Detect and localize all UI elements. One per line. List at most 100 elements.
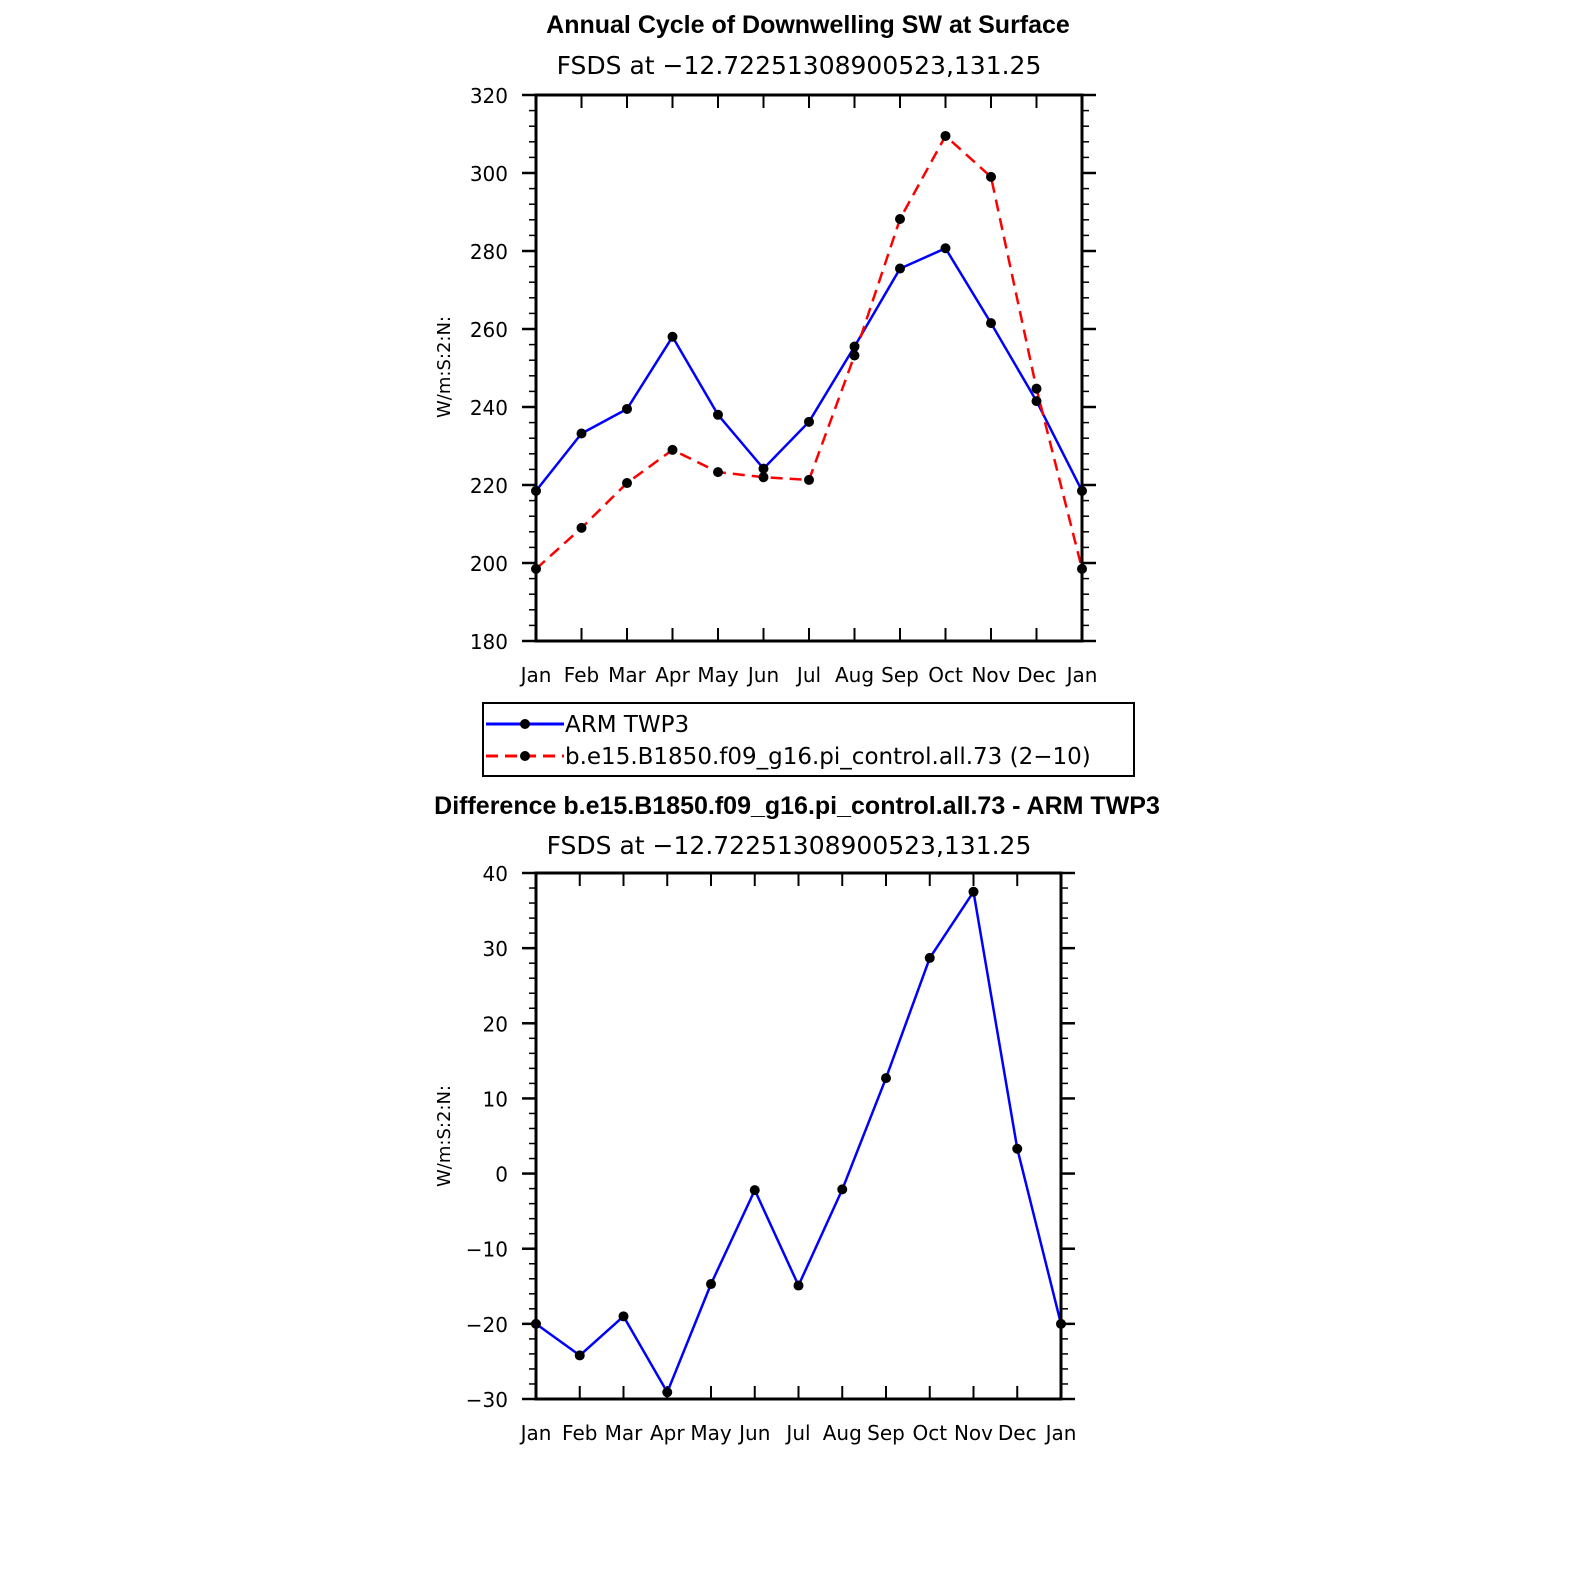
data-point xyxy=(940,243,951,254)
top-y-axis-label: W/m:S:2:N: xyxy=(434,316,455,418)
data-point xyxy=(713,467,723,478)
x-tick-label: Jun xyxy=(737,1421,770,1445)
y-tick-label: 30 xyxy=(483,937,508,961)
x-tick-label: Jan xyxy=(519,663,552,687)
legend-label-arm-twp3: ARM TWP3 xyxy=(565,712,689,738)
top-plot-frame xyxy=(534,93,1084,643)
x-tick-label: Jul xyxy=(795,663,821,687)
data-point xyxy=(837,1184,848,1195)
bottom-axis-ticks xyxy=(522,871,1075,1401)
x-tick-label: Dec xyxy=(998,1421,1037,1445)
series-line xyxy=(535,247,1084,492)
x-tick-label: Feb xyxy=(562,1421,597,1445)
data-point xyxy=(758,472,769,483)
top-axis-ticks xyxy=(522,93,1096,643)
data-point xyxy=(940,130,951,141)
data-point xyxy=(968,886,979,897)
x-tick-label: Nov xyxy=(954,1421,993,1445)
data-point xyxy=(881,1073,891,1084)
y-tick-label: 20 xyxy=(483,1012,508,1036)
top-chart-title: Annual Cycle of Downwelling SW at Surfac… xyxy=(546,11,1070,39)
y-tick-label: −20 xyxy=(466,1313,508,1337)
data-point xyxy=(749,1185,760,1196)
x-tick-label: Dec xyxy=(1017,663,1056,687)
data-point xyxy=(793,1280,804,1291)
data-point xyxy=(662,1387,673,1398)
x-tick-label: Sep xyxy=(867,1421,905,1445)
series-line xyxy=(535,134,1084,570)
bottom-plot-frame xyxy=(534,871,1063,1401)
y-tick-label: 240 xyxy=(470,396,508,420)
series-line xyxy=(535,890,1063,1394)
data-point xyxy=(849,341,860,352)
y-tick-label: 200 xyxy=(470,552,508,576)
x-tick-label: Sep xyxy=(881,663,919,687)
data-point xyxy=(895,263,905,274)
y-tick-label: 320 xyxy=(470,84,508,108)
data-point xyxy=(1031,383,1042,394)
bottom-series-layer xyxy=(531,886,1066,1398)
legend-entry-arm-twp3: ARM TWP3 xyxy=(486,712,689,738)
top-y-tick-labels: 180 200 220 240 260 280 300 320 xyxy=(470,84,508,654)
data-point xyxy=(758,463,769,474)
data-point xyxy=(804,474,814,485)
top-series-layer xyxy=(531,130,1087,574)
x-tick-label: Mar xyxy=(605,1421,644,1445)
x-tick-label: Aug xyxy=(835,663,874,687)
data-point xyxy=(576,428,587,439)
data-point xyxy=(667,444,678,455)
x-tick-label: Jul xyxy=(784,1421,810,1445)
x-tick-label: Apr xyxy=(655,663,690,687)
x-tick-label: Oct xyxy=(912,1421,947,1445)
legend-marker-model xyxy=(520,751,530,761)
x-tick-label: Jan xyxy=(519,1421,552,1445)
data-point xyxy=(1012,1143,1023,1154)
data-point xyxy=(622,478,632,489)
y-tick-label: 280 xyxy=(470,240,508,264)
bottom-y-axis-label: W/m:S:2:N: xyxy=(434,1085,455,1187)
bottom-chart-title: Difference b.e15.B1850.f09_g16.pi_contro… xyxy=(434,792,1160,820)
y-tick-label: 300 xyxy=(470,162,508,186)
data-point xyxy=(849,350,860,361)
bottom-chart-subtitle: FSDS at −12.72251308900523,131.25 xyxy=(547,831,1032,860)
data-point xyxy=(1031,396,1042,407)
data-point xyxy=(895,214,905,225)
bottom-y-tick-labels: −30 −20 −10 0 10 20 30 40 xyxy=(466,862,508,1412)
x-tick-label: May xyxy=(690,1421,732,1445)
x-tick-label: May xyxy=(697,663,739,687)
y-tick-label: 260 xyxy=(470,318,508,342)
legend-marker-arm-twp3 xyxy=(520,719,530,729)
data-point xyxy=(618,1311,629,1322)
x-tick-label: Jan xyxy=(1065,663,1098,687)
legend-box xyxy=(482,702,1135,777)
data-point xyxy=(713,409,723,420)
y-tick-label: 0 xyxy=(495,1163,508,1187)
y-tick-label: −30 xyxy=(466,1388,508,1412)
y-tick-label: 40 xyxy=(483,862,508,886)
data-point xyxy=(622,403,632,414)
data-point xyxy=(574,1350,585,1361)
data-point xyxy=(804,416,814,427)
x-tick-label: Oct xyxy=(928,663,963,687)
data-point xyxy=(986,171,996,182)
x-tick-label: Apr xyxy=(650,1421,685,1445)
top-chart-subtitle: FSDS at −12.72251308900523,131.25 xyxy=(557,51,1042,80)
x-tick-label: Mar xyxy=(608,663,647,687)
x-tick-label: Nov xyxy=(971,663,1010,687)
annual-cycle-chart: Annual Cycle of Downwelling SW at Surfac… xyxy=(434,11,1097,687)
difference-chart: Difference b.e15.B1850.f09_g16.pi_contro… xyxy=(434,792,1160,1445)
x-tick-label: Feb xyxy=(564,663,599,687)
legend: ARM TWP3 b.e15.B1850.f09_g16.pi_control.… xyxy=(482,702,1135,777)
x-tick-label: Jun xyxy=(746,663,779,687)
legend-entry-model: b.e15.B1850.f09_g16.pi_control.all.73 (2… xyxy=(486,744,1091,770)
top-x-tick-labels: Jan Feb Mar Apr May Jun Jul Aug Sep Oct Nov Dec Jan xyxy=(519,663,1098,687)
data-point xyxy=(667,331,678,342)
y-tick-label: −10 xyxy=(466,1238,508,1262)
data-point xyxy=(706,1279,716,1290)
data-point xyxy=(576,522,587,533)
y-tick-label: 180 xyxy=(470,630,508,654)
legend-label-model: b.e15.B1850.f09_g16.pi_control.all.73 (2… xyxy=(565,744,1091,770)
x-tick-label: Jan xyxy=(1044,1421,1077,1445)
data-point xyxy=(986,318,996,329)
